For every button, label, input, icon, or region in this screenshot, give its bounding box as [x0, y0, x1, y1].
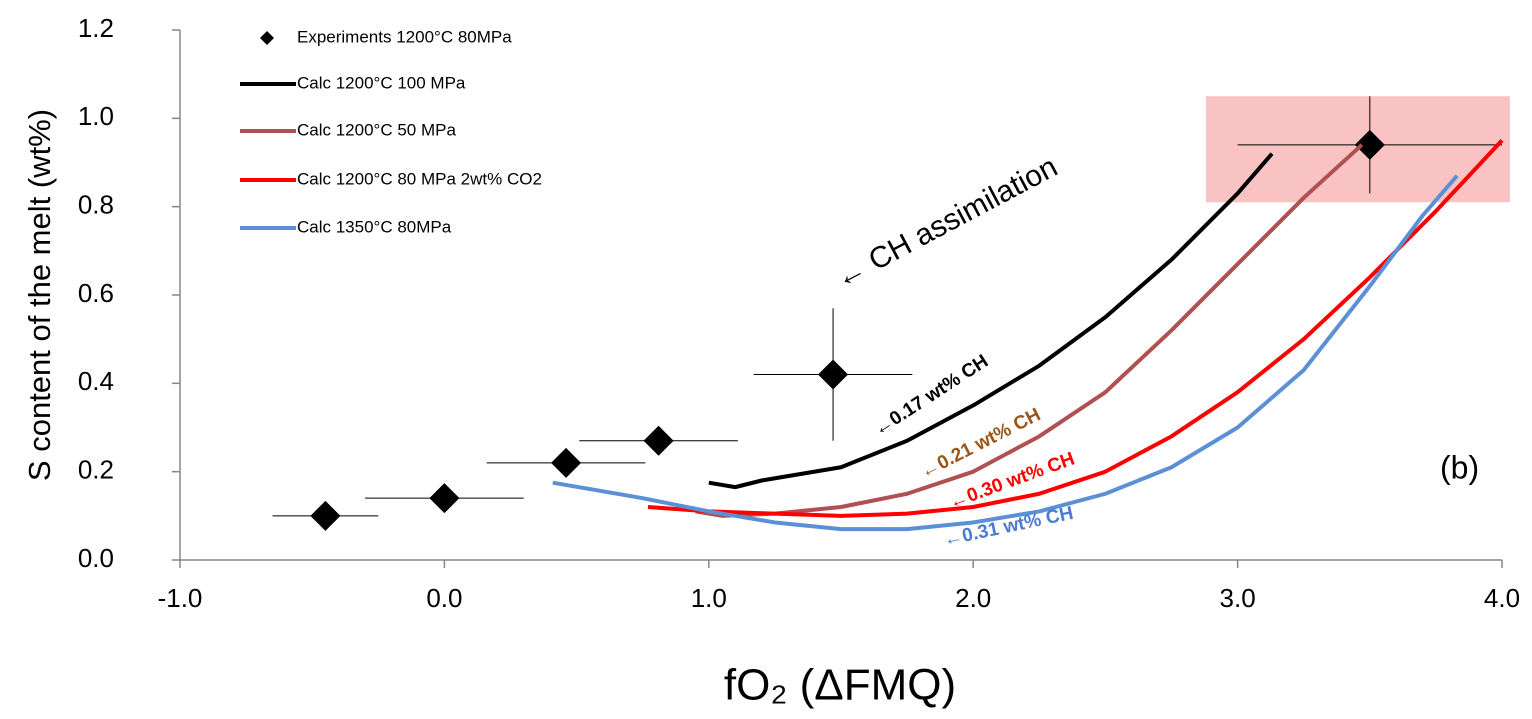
- x-tick-label: 1.0: [691, 583, 727, 613]
- data-point: [1354, 129, 1385, 160]
- legend-label: Calc 1200°C 100 MPa: [297, 73, 466, 92]
- annotation: (b): [1440, 449, 1479, 485]
- legend-label: Calc 1350°C 80MPa: [297, 217, 452, 236]
- y-tick-label: 0.8: [78, 190, 114, 220]
- data-point: [310, 500, 341, 531]
- y-axis-label: S content of the melt (wt%): [22, 109, 57, 481]
- x-tick-label: 3.0: [1220, 583, 1256, 613]
- series-line: [708, 152, 1274, 490]
- y-tick-label: 0.4: [78, 366, 114, 396]
- legend-label: Experiments 1200°C 80MPa: [297, 27, 512, 46]
- y-tick-label: 1.0: [78, 101, 114, 131]
- y-tick-label: 1.2: [78, 13, 114, 43]
- legend-label: Calc 1200°C 50 MPa: [297, 120, 456, 139]
- x-axis-label: fO₂ (ΔFMQ): [724, 661, 956, 710]
- x-tick-label: 4.0: [1484, 583, 1520, 613]
- series-line: [552, 174, 1459, 532]
- annotation: ← CH assimilation: [830, 150, 1063, 295]
- y-tick-label: 0.6: [78, 278, 114, 308]
- data-point: [818, 359, 849, 390]
- y-tick-label: 0.2: [78, 455, 114, 485]
- series-line: [647, 139, 1504, 518]
- data-point: [643, 425, 674, 456]
- x-tick-label: -1.0: [158, 583, 203, 613]
- x-tick-label: 0.0: [426, 583, 462, 613]
- legend-marker: [260, 31, 274, 45]
- x-tick-label: 2.0: [955, 583, 991, 613]
- data-point: [551, 447, 582, 478]
- y-tick-label: 0.0: [78, 543, 114, 573]
- data-point: [429, 483, 460, 514]
- legend-label: Calc 1200°C 80 MPa 2wt% CO2: [297, 169, 542, 188]
